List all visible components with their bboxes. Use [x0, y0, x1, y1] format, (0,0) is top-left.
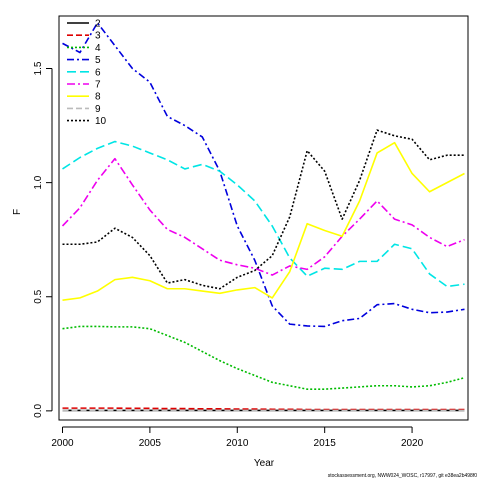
- x-tick-label: 2010: [226, 438, 249, 449]
- x-axis: 2000 2005 2010 2015 2020: [51, 426, 424, 449]
- legend-label-10: 10: [95, 116, 107, 127]
- legend-label-8: 8: [95, 92, 101, 103]
- legend-label-5: 5: [95, 55, 101, 66]
- y-tick-label: 1.5: [33, 61, 44, 75]
- x-tick-label: 2000: [51, 438, 74, 449]
- legend-label-6: 6: [95, 67, 101, 78]
- series-line-6: [62, 140, 465, 288]
- x-tick-label: 2015: [314, 438, 337, 449]
- legend-label-9: 9: [95, 104, 101, 115]
- y-tick-label: 1.0: [33, 175, 44, 189]
- legend-label-4: 4: [95, 43, 101, 54]
- series-line-8: [62, 141, 465, 301]
- x-axis-title: Year: [254, 458, 275, 469]
- series-line-7: [61, 157, 465, 276]
- x-tick-label: 2005: [139, 438, 162, 449]
- y-axis-title: F: [12, 209, 23, 215]
- legend-label-2: 2: [95, 19, 101, 30]
- series-line-3: [62, 407, 465, 411]
- footnote: stockassessment.org, NWW024_WOSC, r17997…: [328, 473, 477, 479]
- x-tick-label: 2020: [401, 438, 424, 449]
- plot-frame: [58, 15, 469, 421]
- y-tick-label: 0.0: [33, 403, 44, 417]
- y-tick-label: 0.5: [33, 289, 44, 303]
- legend-label-7: 7: [95, 80, 101, 91]
- y-axis: 0.0 0.5 1.0 1.5: [33, 61, 53, 418]
- series-layer: [61, 22, 465, 412]
- series-line-5: [62, 22, 465, 328]
- series-line-10: [62, 129, 465, 290]
- legend-label-3: 3: [95, 31, 101, 42]
